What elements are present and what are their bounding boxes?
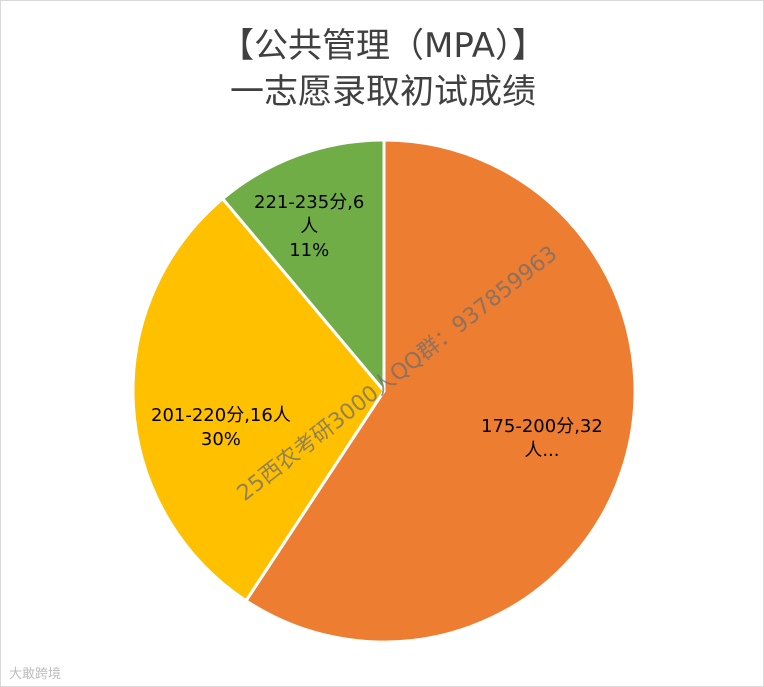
corner-logo: 大敢跨境 <box>9 667 62 682</box>
slice-label-175-200-line-2: 人... <box>524 440 560 461</box>
chart-title-line-1: 【公共管理（MPA）】 <box>220 26 546 66</box>
slice-label-221-235: 221-235分,6 人 11% <box>254 191 364 263</box>
slice-label-221-235-line-1: 221-235分,6 <box>254 192 365 213</box>
slice-label-175-200: 175-200分,32 人... <box>481 415 603 463</box>
pie-slice-221-235分 <box>221 138 386 393</box>
slice-label-175-200-line-1: 175-200分,32 <box>481 416 603 437</box>
pie-slice-175-200分 <box>244 138 637 644</box>
pie-slice-201-220分 <box>131 197 386 603</box>
slice-label-201-220-line-1: 201-220分,16人 <box>151 405 291 426</box>
slice-label-201-220-line-2: 30% <box>200 429 241 450</box>
slice-label-221-235-line-2: 人 <box>300 216 319 237</box>
chart-title: 【公共管理（MPA）】 一志愿录取初试成绩 <box>1 23 764 115</box>
slice-label-221-235-line-3: 11% <box>289 240 330 261</box>
slice-label-201-220: 201-220分,16人 30% <box>151 404 291 452</box>
chart-title-line-2: 一志愿录取初试成绩 <box>230 72 536 112</box>
